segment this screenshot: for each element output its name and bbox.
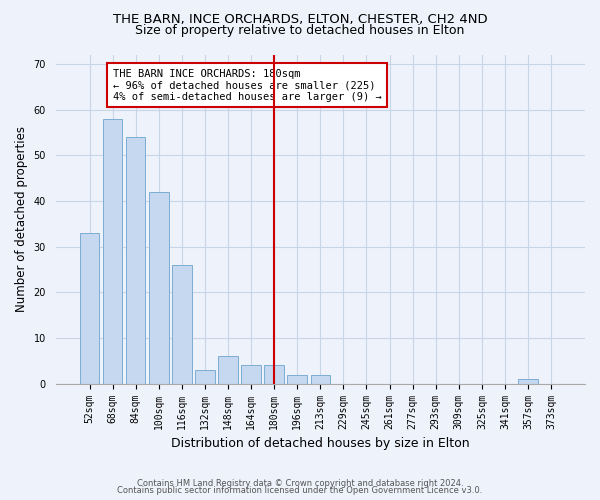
Bar xyxy=(195,370,215,384)
Text: THE BARN, INCE ORCHARDS, ELTON, CHESTER, CH2 4ND: THE BARN, INCE ORCHARDS, ELTON, CHESTER,… xyxy=(113,12,487,26)
Bar xyxy=(518,379,538,384)
Text: THE BARN INCE ORCHARDS: 180sqm
← 96% of detached houses are smaller (225)
4% of : THE BARN INCE ORCHARDS: 180sqm ← 96% of … xyxy=(113,68,382,102)
Bar xyxy=(80,233,100,384)
Bar xyxy=(311,374,330,384)
Bar xyxy=(149,192,169,384)
Bar xyxy=(126,137,145,384)
Text: Contains HM Land Registry data © Crown copyright and database right 2024.: Contains HM Land Registry data © Crown c… xyxy=(137,478,463,488)
Bar xyxy=(172,265,191,384)
Bar xyxy=(265,366,284,384)
X-axis label: Distribution of detached houses by size in Elton: Distribution of detached houses by size … xyxy=(171,437,470,450)
Text: Contains public sector information licensed under the Open Government Licence v3: Contains public sector information licen… xyxy=(118,486,482,495)
Bar xyxy=(218,356,238,384)
Bar xyxy=(103,119,122,384)
Bar xyxy=(241,366,261,384)
Y-axis label: Number of detached properties: Number of detached properties xyxy=(15,126,28,312)
Bar xyxy=(287,374,307,384)
Text: Size of property relative to detached houses in Elton: Size of property relative to detached ho… xyxy=(136,24,464,37)
